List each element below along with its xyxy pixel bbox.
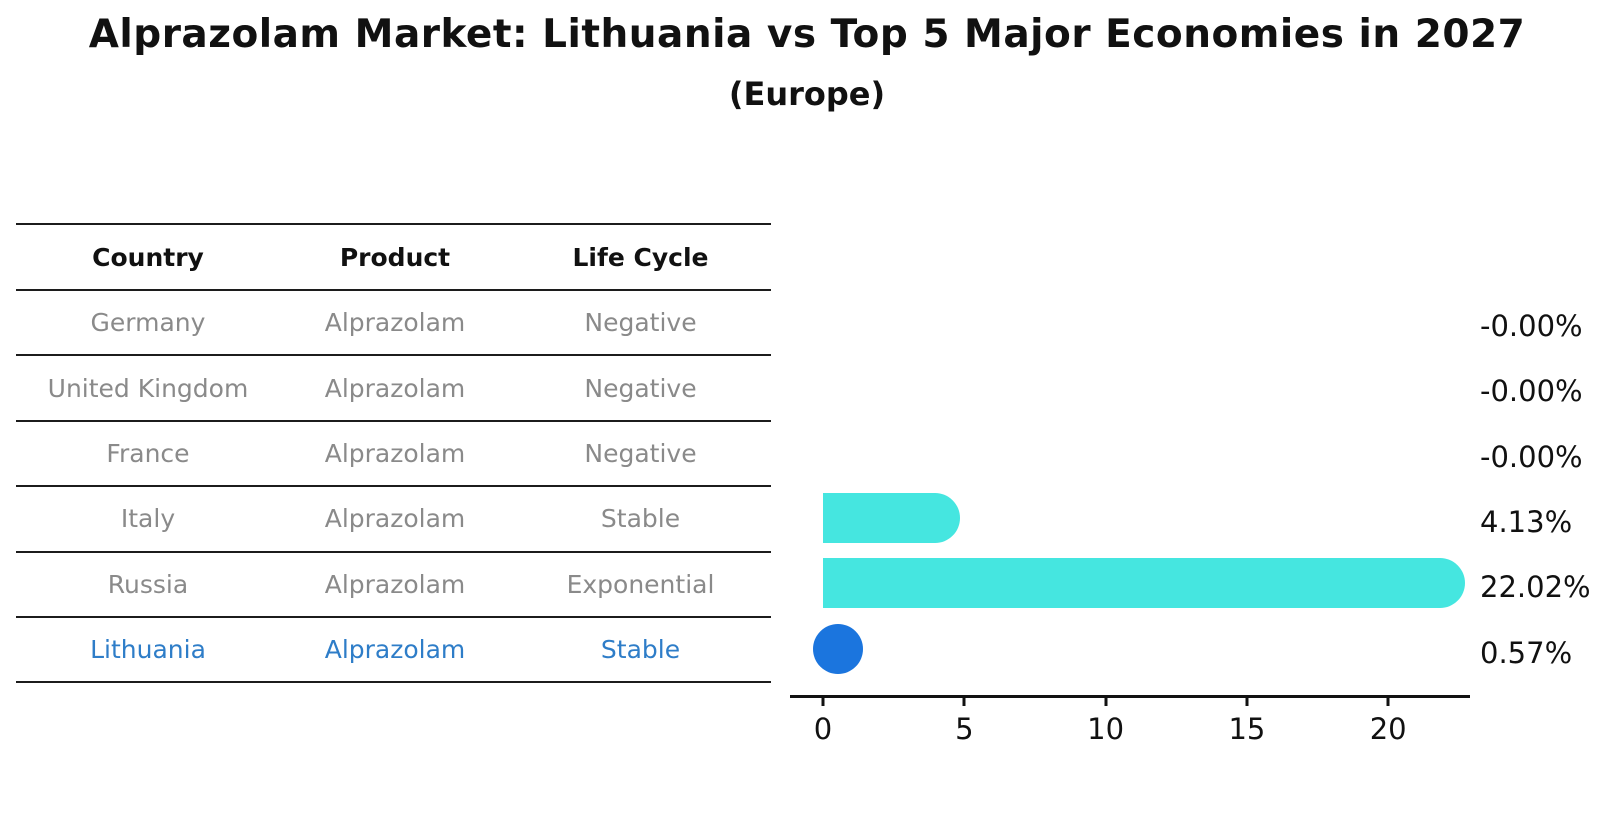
x-tick-label-5: 5 — [955, 712, 974, 746]
table-body: Germany Alprazolam Negative United Kingd… — [16, 291, 771, 684]
cell-country: United Kingdom — [47, 373, 249, 403]
country-table: Country Product Life Cycle Germany Alpra… — [16, 223, 771, 684]
cell-country: Lithuania — [90, 635, 206, 665]
value-label-italy: 4.13% — [1480, 504, 1573, 539]
table-header-country: Country — [92, 242, 204, 272]
bar-lithuania — [813, 623, 863, 674]
table-row-united-kingdom: United Kingdom Alprazolam Negative — [16, 356, 771, 422]
cell-life-cycle: Exponential — [566, 569, 715, 599]
x-tick-label-15: 15 — [1228, 712, 1266, 746]
table-row-lithuania: Lithuania Alprazolam Stable — [16, 618, 771, 684]
x-tick-20 — [1386, 697, 1390, 706]
cell-product: Alprazolam — [324, 373, 466, 403]
x-tick-label-0: 0 — [813, 712, 833, 746]
x-tick-label-10: 10 — [1087, 712, 1125, 746]
x-tick-label-20: 20 — [1369, 712, 1407, 746]
cell-product: Alprazolam — [324, 504, 466, 534]
table-row-italy: Italy Alprazolam Stable — [16, 487, 771, 553]
value-label-germany: -0.00% — [1480, 308, 1583, 343]
cell-product: Alprazolam — [324, 308, 466, 338]
x-tick-10 — [1104, 697, 1108, 706]
cell-life-cycle: Negative — [584, 308, 697, 338]
value-label-lithuania: 0.57% — [1480, 635, 1573, 670]
x-tick-15 — [1245, 697, 1249, 706]
cell-product: Alprazolam — [324, 438, 466, 468]
value-label-france: -0.00% — [1480, 439, 1583, 474]
table-row-germany: Germany Alprazolam Negative — [16, 291, 771, 357]
bar-russia — [823, 558, 1466, 609]
table-row-france: France Alprazolam Negative — [16, 422, 771, 488]
table-header-row: Country Product Life Cycle — [16, 225, 771, 291]
cell-country: Italy — [120, 504, 176, 534]
x-axis-line — [790, 695, 1470, 698]
table-header-life-cycle: Life Cycle — [572, 242, 709, 272]
cell-life-cycle: Negative — [584, 373, 697, 403]
x-tick-0 — [821, 697, 825, 706]
cell-product: Alprazolam — [324, 569, 466, 599]
value-label-russia: 22.02% — [1480, 570, 1591, 605]
cell-life-cycle: Stable — [600, 635, 681, 665]
cell-life-cycle: Negative — [584, 438, 697, 468]
table-row-russia: Russia Alprazolam Exponential — [16, 553, 771, 618]
cell-country: Germany — [90, 308, 206, 338]
cell-country: France — [106, 438, 190, 468]
chart-title: Alprazolam Market: Lithuania vs Top 5 Ma… — [88, 12, 1526, 57]
bar-italy — [823, 492, 960, 543]
cell-life-cycle: Stable — [600, 504, 681, 534]
cell-product: Alprazolam — [324, 635, 466, 665]
value-label-united-kingdom: -0.00% — [1480, 374, 1583, 409]
chart-subtitle: (Europe) — [728, 75, 886, 113]
table-header-product: Product — [339, 242, 451, 272]
x-tick-5 — [962, 697, 966, 706]
cell-country: Russia — [107, 569, 189, 599]
